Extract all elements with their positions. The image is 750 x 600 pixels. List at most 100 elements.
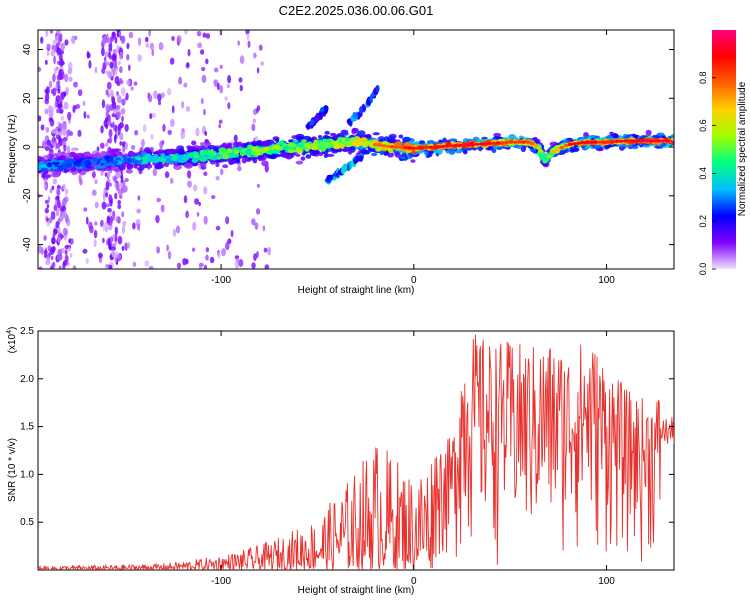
ridge-point [491, 141, 497, 145]
ridge-point [533, 144, 539, 148]
branch-point [342, 164, 348, 171]
branch-point [323, 107, 329, 114]
noise-speckle [203, 264, 208, 269]
band-halo [670, 134, 674, 139]
noise-speckle [64, 244, 69, 250]
snr-frame [37, 330, 675, 571]
band-core [170, 156, 179, 161]
band-halo [184, 162, 193, 169]
noise-speckle [41, 247, 44, 255]
noise-speckle [224, 96, 228, 101]
band-halo [257, 141, 264, 146]
colorbar-gradient [712, 30, 736, 269]
ridge-point [610, 140, 616, 144]
band-halo [493, 132, 502, 137]
band-halo [410, 159, 416, 163]
noise-speckle [111, 36, 114, 42]
noise-speckle [89, 225, 94, 234]
noise-speckle [56, 108, 60, 114]
noise-speckle [56, 80, 61, 85]
noise-speckle [171, 105, 175, 114]
noise-speckle [66, 145, 71, 155]
ridge-point [448, 144, 455, 148]
snr-y-multiplier: (x104) [6, 327, 18, 354]
noise-speckle [251, 123, 256, 132]
band-halo [372, 132, 380, 136]
spectrogram-frame [37, 29, 675, 270]
noise-speckle [187, 180, 192, 188]
band-core [332, 140, 340, 146]
branch-point [347, 120, 352, 126]
noise-speckle [96, 146, 100, 152]
band-halo [261, 140, 271, 147]
colorbar-tick-label: 0.6 [698, 119, 708, 132]
band-halo [334, 134, 339, 139]
noise-speckle [217, 251, 221, 259]
band-core [245, 149, 252, 155]
noise-speckle [53, 204, 58, 212]
noise-speckle [158, 42, 164, 51]
noise-speckle [56, 187, 61, 197]
noise-speckle [246, 33, 250, 41]
noise-speckle [94, 178, 98, 185]
noise-speckle [49, 188, 53, 194]
noise-speckle [111, 251, 116, 257]
snr-panel: -100 0 100 0.5 1.0 1.5 2.0 2.5 Height of straig… [6, 326, 675, 596]
noise-speckle [253, 52, 257, 59]
noise-speckle [198, 201, 201, 207]
band-core [203, 154, 211, 159]
noise-speckle [144, 36, 149, 43]
noise-speckle [119, 132, 124, 141]
spectrogram-plot-area [38, 30, 674, 269]
band-core [237, 146, 243, 151]
noise-speckle [69, 131, 74, 137]
noise-speckle [153, 90, 158, 100]
noise-speckle [157, 93, 162, 102]
noise-speckle [130, 86, 134, 91]
branch-point [370, 93, 374, 100]
band-halo [192, 147, 200, 152]
ridge-point [372, 143, 378, 147]
noise-speckle [152, 168, 158, 177]
band-halo [131, 145, 136, 150]
band-halo [341, 132, 349, 136]
colorbar-ticks: 0.0 0.2 0.4 0.6 0.8 [698, 72, 716, 275]
noise-speckle [256, 67, 260, 74]
noise-speckle [119, 51, 123, 59]
band-core [64, 162, 73, 168]
branch-point [309, 120, 314, 126]
noise-speckle [93, 229, 98, 239]
noise-speckle [91, 171, 96, 179]
noise-speckle [59, 91, 65, 101]
ridge-point [576, 141, 582, 145]
noise-speckle [51, 129, 56, 134]
noise-speckle [156, 197, 162, 203]
noise-speckle [147, 94, 153, 103]
noise-speckle [178, 76, 183, 85]
noise-speckle [114, 67, 118, 76]
noise-speckle [124, 123, 129, 132]
noise-speckle [60, 42, 66, 51]
band-core [57, 166, 64, 171]
band-core [297, 142, 304, 148]
band-halo [569, 147, 575, 153]
noise-speckle [57, 226, 61, 235]
noise-speckle [104, 56, 107, 62]
ridge-point [465, 143, 472, 147]
noise-speckle [203, 186, 208, 195]
noise-speckle [148, 265, 154, 269]
band-core [344, 137, 351, 142]
noise-speckle [252, 118, 256, 124]
noise-speckle [225, 216, 230, 225]
noise-speckle [94, 221, 98, 226]
noise-speckle [203, 108, 206, 116]
noise-speckle [104, 172, 108, 177]
noise-speckle [122, 179, 126, 187]
noise-speckle [63, 144, 67, 152]
noise-speckle [50, 49, 55, 57]
noise-speckle [126, 54, 130, 61]
noise-speckle [200, 97, 204, 105]
noise-speckle [113, 176, 117, 183]
noise-speckle [126, 42, 130, 50]
band-core [51, 161, 60, 165]
